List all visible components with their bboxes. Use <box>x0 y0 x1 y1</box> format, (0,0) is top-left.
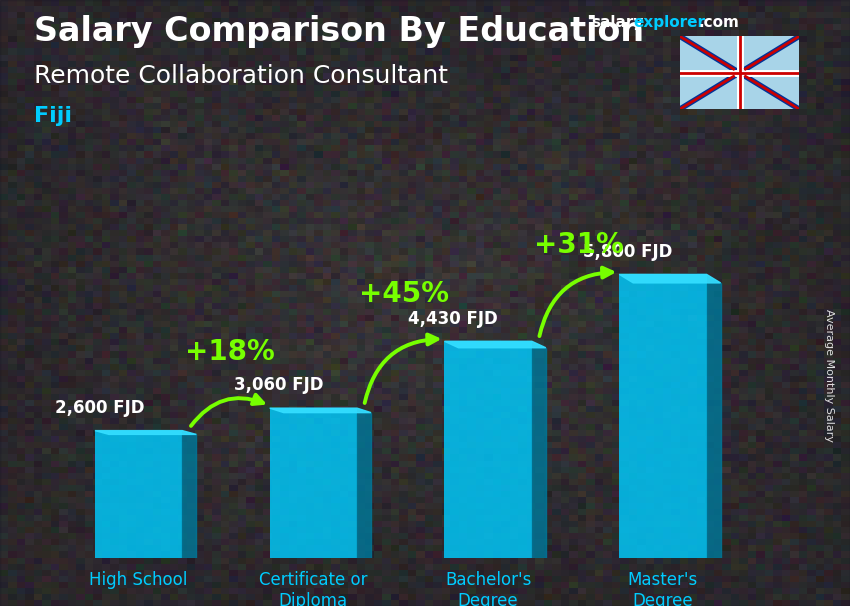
Text: +18%: +18% <box>184 339 275 367</box>
Text: 2,600 FJD: 2,600 FJD <box>55 399 144 417</box>
Polygon shape <box>445 341 546 348</box>
Text: explorer: explorer <box>633 15 706 30</box>
Polygon shape <box>357 413 371 558</box>
FancyArrowPatch shape <box>365 335 438 403</box>
Bar <box>95 431 182 558</box>
Text: 5,800 FJD: 5,800 FJD <box>583 243 672 261</box>
Text: Remote Collaboration Consultant: Remote Collaboration Consultant <box>34 64 448 88</box>
FancyArrowPatch shape <box>191 395 264 426</box>
Text: 3,060 FJD: 3,060 FJD <box>234 376 323 395</box>
Bar <box>445 341 532 558</box>
Text: +31%: +31% <box>534 231 624 259</box>
Polygon shape <box>95 431 196 435</box>
Text: Salary Comparison By Education: Salary Comparison By Education <box>34 15 644 48</box>
Bar <box>269 408 357 558</box>
Text: +45%: +45% <box>360 280 450 308</box>
Bar <box>620 275 706 558</box>
Polygon shape <box>269 408 371 413</box>
Polygon shape <box>182 435 196 558</box>
Polygon shape <box>532 348 546 558</box>
Text: 4,430 FJD: 4,430 FJD <box>408 310 498 328</box>
Text: .com: .com <box>699 15 740 30</box>
Text: Fiji: Fiji <box>34 106 72 126</box>
FancyArrowPatch shape <box>540 268 612 336</box>
Text: Average Monthly Salary: Average Monthly Salary <box>824 309 834 442</box>
Polygon shape <box>706 283 721 558</box>
Text: salary: salary <box>591 15 643 30</box>
Polygon shape <box>620 275 721 283</box>
